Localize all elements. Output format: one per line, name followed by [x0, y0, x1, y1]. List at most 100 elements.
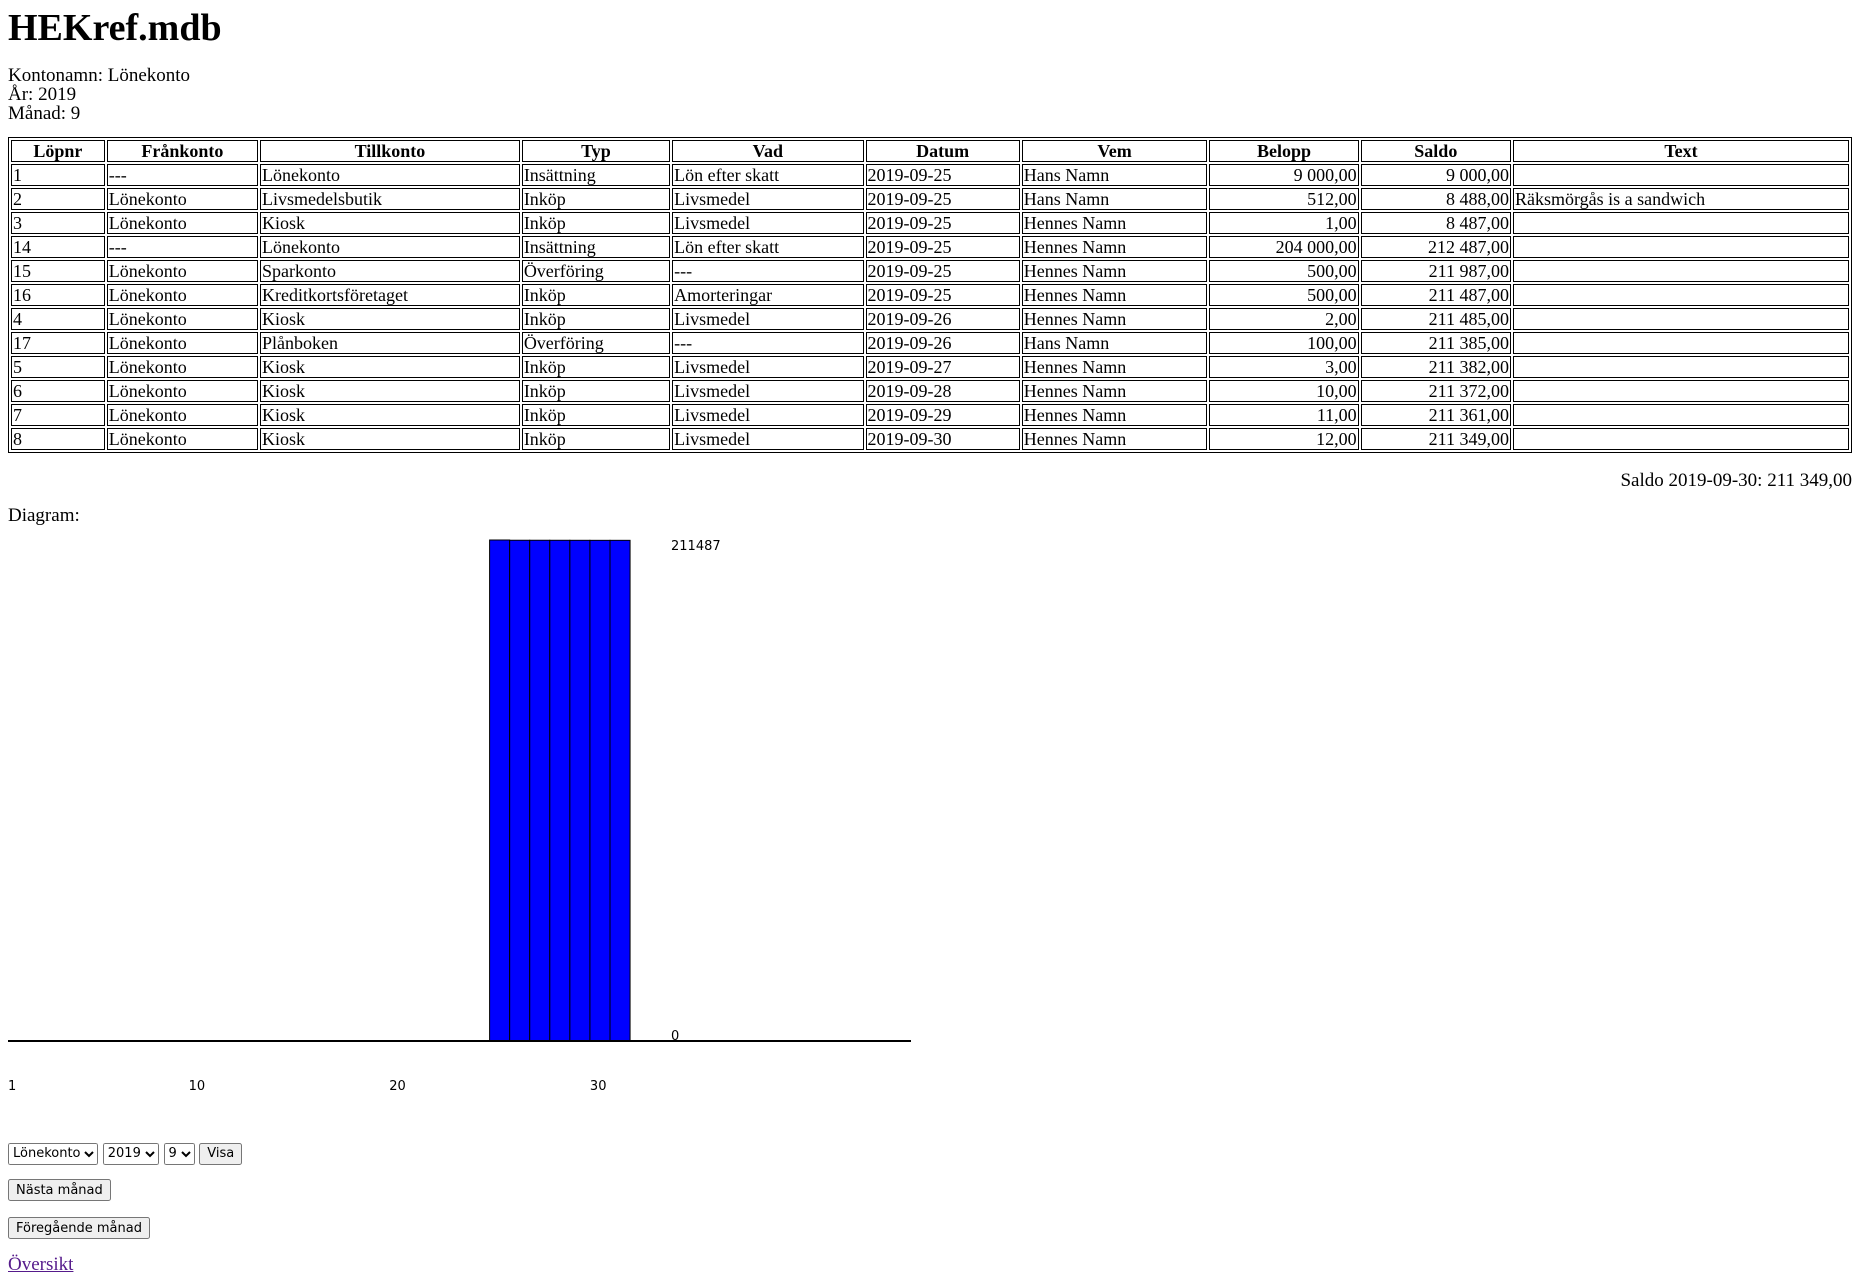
table-cell: 7 [11, 404, 105, 426]
table-cell: 2019-09-25 [865, 188, 1020, 210]
table-cell: Hennes Namn [1021, 404, 1208, 426]
table-cell: Lönekonto [106, 284, 259, 306]
table-cell [1512, 356, 1849, 378]
table-cell: 8 487,00 [1360, 212, 1511, 234]
table-cell: Inköp [521, 212, 671, 234]
table-cell: Hennes Namn [1021, 212, 1208, 234]
next-month-button[interactable]: Nästa månad [8, 1179, 111, 1201]
table-cell: Inköp [521, 404, 671, 426]
table-row: 1 --- Lönekonto Insättning Lön efter skatt 20… [11, 164, 1849, 186]
column-header: Datum [865, 140, 1020, 162]
table-cell: 204 000,00 [1209, 236, 1359, 258]
table-row: 14 --- Lönekonto Insättning Lön efter skatt 2… [11, 236, 1849, 258]
year-select[interactable]: 2019 [102, 1142, 159, 1165]
bar [549, 539, 571, 1042]
table-cell: Sparkonto [260, 260, 520, 282]
table-cell: 211 361,00 [1360, 404, 1511, 426]
column-header: Löpnr [11, 140, 105, 162]
table-cell: Lönekonto [106, 188, 259, 210]
table-cell: Livsmedel [672, 308, 864, 330]
table-cell: Överföring [521, 332, 671, 354]
y-tick-label: 0 [671, 1029, 679, 1044]
table-cell: 15 [11, 260, 105, 282]
x-tick-label: 1 [8, 1079, 16, 1094]
table-cell: 1,00 [1209, 212, 1359, 234]
table-cell: Livsmedel [672, 188, 864, 210]
table-cell: Lönekonto [106, 332, 259, 354]
table-cell: Lönekonto [106, 308, 259, 330]
bar [569, 539, 591, 1042]
x-tick-label: 20 [389, 1079, 406, 1094]
table-cell: 17 [11, 332, 105, 354]
table-cell: 10,00 [1209, 380, 1359, 402]
table-cell: 211 987,00 [1360, 260, 1511, 282]
x-tick-label: 30 [590, 1079, 607, 1094]
table-cell: 212 487,00 [1360, 236, 1511, 258]
page-title: HEKref.mdb [8, 7, 222, 49]
x-tick-label: 10 [189, 1079, 206, 1094]
table-cell: 211 385,00 [1360, 332, 1511, 354]
table-cell: 8 [11, 428, 105, 450]
show-button[interactable]: Visa [199, 1142, 243, 1165]
column-header: Saldo [1360, 140, 1511, 162]
table-cell: Lönekonto [106, 356, 259, 378]
table-row: 15 Lönekonto Sparkonto Överföring --- 2019-09… [11, 260, 1849, 282]
table-cell: Kiosk [260, 380, 520, 402]
table-cell: 2,00 [1209, 308, 1359, 330]
table-cell: Hennes Namn [1021, 428, 1208, 450]
table-cell [1512, 308, 1849, 330]
table-row: 5 Lönekonto Kiosk Inköp Livsmedel 2019-09-27 H… [11, 356, 1849, 378]
table-cell [1512, 236, 1849, 258]
table-cell: Inköp [521, 308, 671, 330]
table-cell: 211 485,00 [1360, 308, 1511, 330]
account-select[interactable]: Lönekonto [8, 1142, 98, 1165]
table-cell: Hennes Namn [1021, 260, 1208, 282]
column-header: Belopp [1209, 140, 1359, 162]
table-row: 4 Lönekonto Kiosk Inköp Livsmedel 2019-09-26 H… [11, 308, 1849, 330]
month-select[interactable]: 9 [163, 1142, 195, 1165]
table-cell: 2019-09-25 [865, 164, 1020, 186]
table-cell: Överföring [521, 260, 671, 282]
table-row: 3 Lönekonto Kiosk Inköp Livsmedel 2019-09-25 H… [11, 212, 1849, 234]
table-cell: Inköp [521, 428, 671, 450]
table-row: 6 Lönekonto Kiosk Inköp Livsmedel 2019-09-28 H… [11, 380, 1849, 402]
table-body: 1 --- Lönekonto Insättning Lön efter skatt 20… [11, 164, 1849, 450]
bar [489, 539, 511, 1042]
table-cell: 6 [11, 380, 105, 402]
saldo: Saldo 2019-09-30: 211 349,00 [1620, 470, 1852, 491]
table-cell: Hennes Namn [1021, 356, 1208, 378]
table-cell: 2019-09-26 [865, 332, 1020, 354]
table-cell: Hans Namn [1021, 164, 1208, 186]
table-row: 2 Lönekonto Livsmedelsbutik Inköp Livsmedel 2… [11, 188, 1849, 210]
table-cell: Kiosk [260, 308, 520, 330]
overview-link[interactable]: Översikt [8, 1254, 74, 1275]
table-cell: 211 382,00 [1360, 356, 1511, 378]
info-line: Månad: 9 [8, 103, 81, 124]
table-cell: Kiosk [260, 356, 520, 378]
bar [529, 539, 551, 1042]
table-cell: Lönekonto [106, 428, 259, 450]
table-cell: 5 [11, 356, 105, 378]
info-line: Kontonamn: Lönekonto [8, 65, 191, 86]
table-cell: Livsmedel [672, 404, 864, 426]
table-cell: 2 [11, 188, 105, 210]
table-cell: Kiosk [260, 428, 520, 450]
table-cell: 211 372,00 [1360, 380, 1511, 402]
table-cell: Hennes Namn [1021, 284, 1208, 306]
table-cell: Insättning [521, 164, 671, 186]
table-cell: Insättning [521, 236, 671, 258]
table-row: 17 Lönekonto Plånboken Överföring --- 2019-09… [11, 332, 1849, 354]
table-cell: 2019-09-27 [865, 356, 1020, 378]
table-cell: 2019-09-25 [865, 284, 1020, 306]
column-header: Vad [672, 140, 864, 162]
table-cell: 12,00 [1209, 428, 1359, 450]
table-cell: 8 488,00 [1360, 188, 1511, 210]
table-cell: 14 [11, 236, 105, 258]
table-cell: Hennes Namn [1021, 236, 1208, 258]
column-header: Vem [1021, 140, 1208, 162]
diagram-label: Diagram: [8, 505, 80, 526]
header-row: Löpnr Frånkonto Tillkonto Typ Vad Datum Vem Bel… [11, 140, 1849, 162]
prev-month-button[interactable]: Föregående månad [8, 1217, 150, 1239]
table-cell: Livsmedel [672, 356, 864, 378]
